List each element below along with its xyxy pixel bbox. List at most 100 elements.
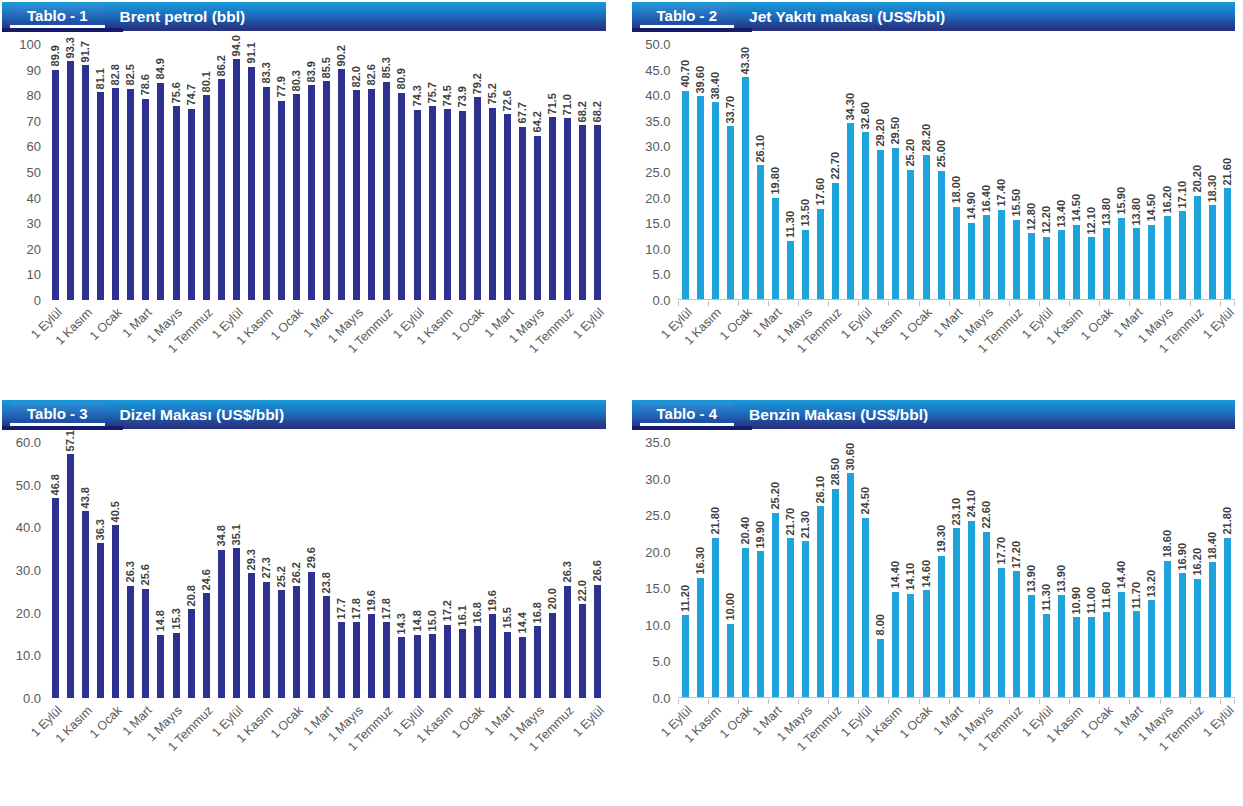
bar-slot: 24.50 — [858, 441, 873, 697]
bar-slot: 14.90 — [964, 43, 979, 299]
bar-slot: 14.8 — [410, 441, 425, 698]
bar — [338, 69, 345, 300]
bar — [368, 614, 375, 698]
bar-value-label: 18.30 — [1207, 175, 1218, 203]
bar — [278, 101, 285, 300]
bar-value-label: 17.60 — [815, 178, 826, 206]
y-axis: 0.05.010.015.020.025.030.035.0 — [632, 441, 678, 698]
bar-value-label: 14.50 — [1071, 194, 1082, 222]
bar-value-label: 68.2 — [577, 101, 588, 122]
bar-slot: 15.3 — [169, 441, 184, 698]
bar-value-label: 82.8 — [110, 64, 121, 85]
bar-slot: 80.3 — [289, 43, 304, 300]
bar-slot: 79.2 — [470, 43, 485, 300]
bar-value-label: 17.8 — [381, 598, 392, 619]
bar-slot: 25.00 — [934, 43, 949, 299]
bar-slot: 36.3 — [93, 441, 108, 698]
bar-value-label: 73.9 — [457, 86, 468, 107]
bar-slot: 19.6 — [485, 441, 500, 698]
bar-value-label: 23.8 — [321, 572, 332, 593]
bar — [323, 596, 330, 698]
y-axis-tick-label: 5.0 — [652, 268, 670, 281]
bar-slot: 26.2 — [289, 441, 304, 698]
x-axis: 1 Eylül1 Kasım1 Ocak1 Mart1 Mayıs1 Temmu… — [48, 698, 606, 786]
bar — [504, 632, 511, 698]
bar — [519, 127, 526, 300]
bar-value-label: 11.20 — [680, 585, 691, 612]
x-axis-cell: 1 Ocak — [738, 698, 753, 786]
bar — [1118, 218, 1125, 299]
bar — [383, 82, 390, 300]
y-axis-tick-label: 30.0 — [645, 140, 670, 153]
x-axis-cell: 1 Ocak — [1099, 698, 1114, 786]
bar — [847, 473, 854, 697]
bar-slot: 32.60 — [858, 43, 873, 299]
bar-slot: 22.60 — [979, 441, 994, 697]
bar-slot: 74.3 — [410, 43, 425, 300]
x-axis-cell: 1 Mart — [768, 300, 783, 388]
bar-slot: 74.5 — [440, 43, 455, 300]
bar — [263, 582, 270, 698]
bar-value-label: 28.20 — [921, 124, 932, 152]
bar-value-label: 19.6 — [366, 590, 377, 611]
bar-slot: 43.30 — [738, 43, 753, 299]
bar — [203, 95, 210, 300]
bar-value-label: 46.8 — [50, 474, 61, 495]
bar — [1164, 561, 1171, 697]
bar-slot: 64.2 — [530, 43, 545, 300]
bar-value-label: 16.30 — [695, 547, 706, 575]
y-axis-tick-label: 30.0 — [16, 564, 41, 577]
bar-slot: 14.60 — [919, 441, 934, 697]
bar-value-label: 15.5 — [502, 607, 513, 628]
bar — [1058, 230, 1065, 299]
bar-slot: 25.20 — [768, 441, 783, 697]
bar — [82, 511, 89, 698]
bar-value-label: 78.6 — [140, 74, 151, 95]
bar-value-label: 40.5 — [110, 501, 121, 522]
bar-value-label: 26.10 — [815, 476, 826, 504]
bar — [727, 624, 734, 697]
x-axis-cell: 1 Temmuz — [560, 300, 575, 388]
bar-slot: 20.8 — [184, 441, 199, 698]
chart-header: Tablo - 3 Dizel Makası (US$/bbl) — [2, 400, 606, 429]
bar-slot: 27.3 — [259, 441, 274, 698]
bar — [1224, 188, 1231, 299]
x-axis-cell: 1 Kasım — [78, 300, 93, 388]
bar — [263, 87, 270, 300]
x-axis-cell: 1 Ocak — [470, 698, 485, 786]
chart-header: Tablo - 4 Benzin Makası (US$/bbl) — [632, 400, 1236, 429]
y-axis-tick-label: 50.0 — [645, 38, 670, 51]
bar-slot: 91.7 — [78, 43, 93, 300]
bar-slot: 21.70 — [783, 441, 798, 697]
x-axis-cell: 1 Ocak — [1099, 300, 1114, 388]
bar-slot: 26.10 — [813, 441, 828, 697]
bar-slot: 35.1 — [229, 441, 244, 698]
bar-value-label: 20.20 — [1192, 165, 1203, 193]
bar-slot: 20.40 — [738, 441, 753, 697]
bar — [383, 622, 390, 698]
bar-slot: 15.50 — [1009, 43, 1024, 299]
y-axis-tick-label: 25.0 — [645, 509, 670, 522]
bar — [682, 91, 689, 299]
plot-column: 40.7039.6038.4033.7043.3026.1019.8011.30… — [678, 43, 1236, 388]
bar — [1088, 617, 1095, 697]
bar — [832, 489, 839, 697]
bar-slot: 72.6 — [500, 43, 515, 300]
bar-value-label: 24.50 — [860, 487, 871, 515]
bar-value-label: 25.6 — [140, 564, 151, 585]
bar-value-label: 82.6 — [366, 64, 377, 85]
bar — [1103, 228, 1110, 299]
y-axis-tick-label: 40.0 — [645, 89, 670, 102]
bar-slot: 24.6 — [199, 441, 214, 698]
bar-value-label: 79.2 — [472, 73, 483, 94]
bar-value-label: 15.3 — [171, 608, 182, 629]
y-axis-tick-label: 15.0 — [645, 582, 670, 595]
bar-value-label: 74.3 — [412, 85, 423, 106]
bar-slot: 29.6 — [304, 441, 319, 698]
bar-value-label: 72.6 — [502, 90, 513, 111]
bar-value-label: 21.80 — [710, 507, 721, 535]
bar — [938, 171, 945, 299]
x-axis-cell: 1 Kasım — [78, 698, 93, 786]
bar-slot: 34.30 — [843, 43, 858, 299]
bar — [218, 550, 225, 698]
